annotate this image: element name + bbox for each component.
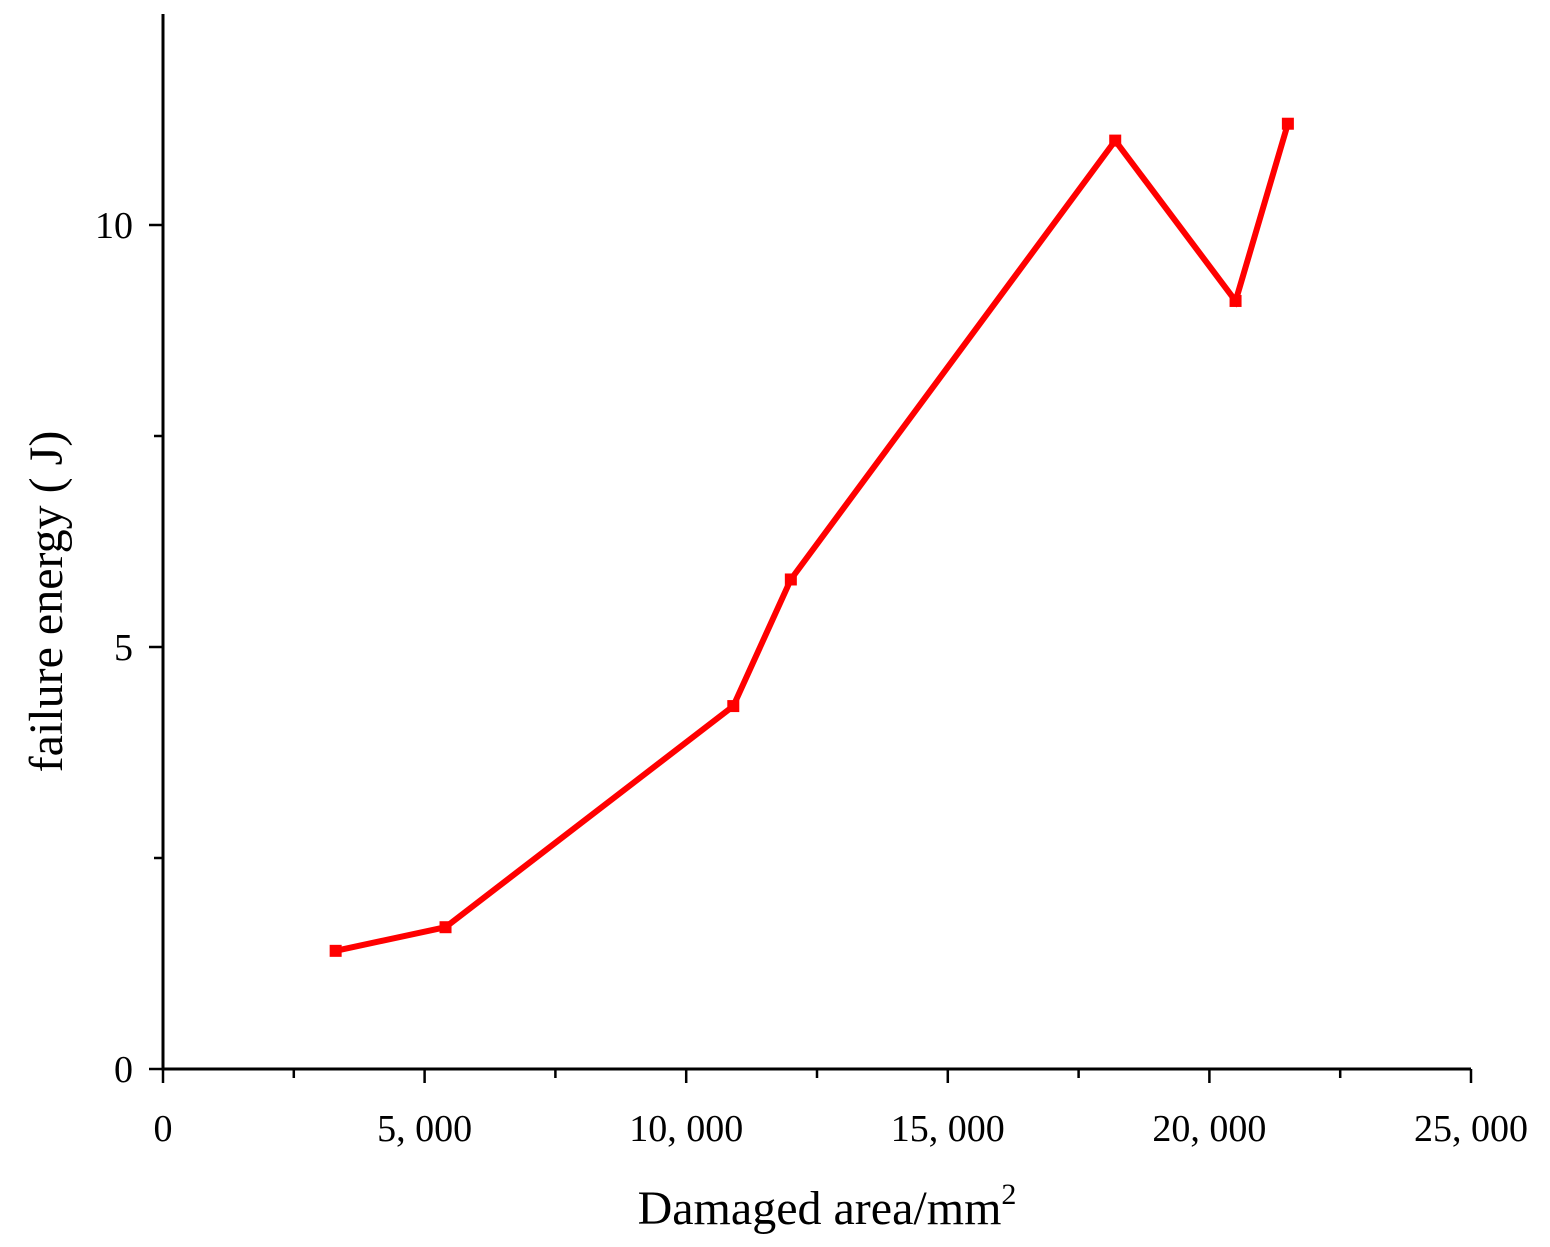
data-point (727, 700, 740, 713)
y-tick-label: 5 (114, 627, 133, 669)
x-tick-label: 0 (154, 1108, 173, 1150)
x-axis-title-superscript: 2 (1001, 1178, 1016, 1211)
series-layer (329, 117, 1294, 957)
data-point (1109, 134, 1122, 147)
y-axis-title: failure energy ( J) (20, 431, 73, 773)
x-tick-label: 15, 000 (891, 1108, 1005, 1150)
x-tick-label: 5, 000 (377, 1108, 472, 1150)
data-point (439, 921, 452, 934)
x-tick-label: 10, 000 (629, 1108, 743, 1150)
tick-labels: 0 5, 000 10, 000 15, 000 20, 000 25, 000 0 5 10 (95, 205, 1528, 1150)
data-point (784, 573, 797, 586)
series-line (335, 122, 1291, 954)
y-tick-label: 0 (114, 1049, 133, 1091)
x-axis-title: Damaged area/mm2 (638, 1178, 1017, 1235)
y-tick-label: 10 (95, 205, 133, 247)
data-point (1229, 294, 1242, 307)
x-tick-label: 25, 000 (1414, 1108, 1528, 1150)
data-point (329, 944, 342, 957)
ticks (149, 223, 1473, 1083)
data-point (1281, 117, 1294, 130)
x-axis-title-text: Damaged area/mm (638, 1182, 1002, 1235)
x-tick-label: 20, 000 (1152, 1108, 1266, 1150)
